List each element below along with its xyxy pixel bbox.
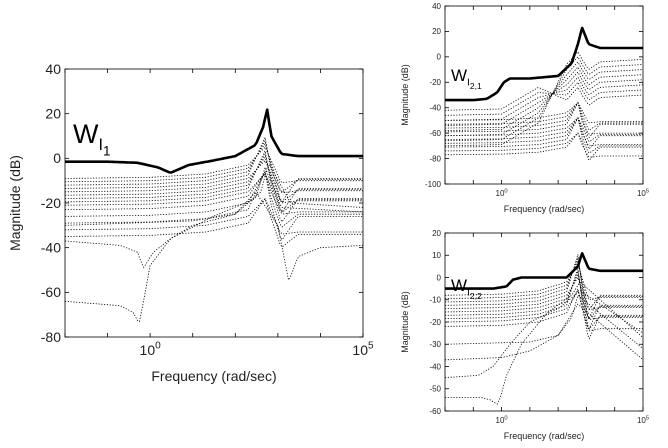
- chart-panel-top-right: 40 20 0 -20 -40 -60 -80 -100 100 105 Frequency (ra…: [400, 2, 649, 214]
- dotted-series-line: [445, 132, 643, 158]
- dotted-series-line: [65, 163, 363, 269]
- dotted-series-line: [445, 66, 643, 131]
- dotted-series-line: [445, 254, 643, 311]
- weight-bound-line: [445, 26, 643, 102]
- x-tick-label: 105: [637, 188, 649, 198]
- dotted-series-line: [65, 156, 363, 213]
- dotted-series-line: [445, 117, 643, 147]
- y-axis-label: Magnitude (dB): [7, 155, 23, 251]
- dotted-series-line: [445, 303, 643, 361]
- y-tick-label: -20: [429, 318, 441, 327]
- y-tick-label: 20: [432, 27, 441, 36]
- plot-frame: [64, 68, 364, 338]
- y-tick-label: -60: [41, 284, 61, 300]
- y-tick-label: 20: [432, 229, 441, 238]
- y-tick-label: 0: [53, 150, 61, 166]
- weight-label: WI1: [73, 119, 111, 159]
- x-tick-label: 100: [496, 415, 508, 425]
- dotted-series-line: [445, 51, 643, 147]
- y-tick-label: 10: [432, 251, 441, 260]
- dotted-series-line: [445, 259, 643, 310]
- y-axis-label: Magnitude (dB): [400, 291, 410, 353]
- dotted-series-line: [445, 101, 643, 139]
- dotted-series-line: [65, 143, 363, 193]
- y-tick-label: -60: [429, 129, 441, 138]
- dotted-series-line: [445, 116, 643, 154]
- dotted-series-line: [445, 117, 643, 150]
- dotted-series-line: [65, 171, 363, 215]
- x-tick-label: 105: [352, 341, 374, 358]
- weight-label: WI2,2: [451, 276, 482, 301]
- plot-frame: [444, 5, 644, 185]
- y-tick-label: -10: [429, 296, 441, 305]
- dotted-series-line: [65, 192, 363, 282]
- y-tick-label: -20: [429, 78, 441, 87]
- dotted-series-line: [65, 173, 363, 223]
- dotted-series-line: [65, 149, 363, 213]
- chart-panel-left: 40 20 0 -20 -40 -60 -80 100 105 Frequency (rad/se…: [7, 61, 374, 384]
- dotted-series-line: [445, 132, 643, 162]
- dotted-series-line: [445, 86, 643, 111]
- dotted-series-line: [65, 166, 363, 323]
- y-tick-label: 40: [45, 61, 61, 77]
- x-axis-label: Frequency (rad/sec): [151, 368, 276, 384]
- y-tick-label: -80: [429, 154, 441, 163]
- dotted-series-line: [65, 136, 363, 194]
- dotted-series-line: [445, 61, 643, 137]
- x-tick-label: 100: [140, 341, 162, 358]
- dotted-series-line: [445, 290, 643, 378]
- y-tick-label: -60: [429, 407, 441, 416]
- dotted-series-line: [65, 139, 363, 203]
- dotted-series-line: [65, 160, 363, 203]
- plot-frame: [444, 232, 644, 412]
- dotted-series-line: [445, 117, 643, 143]
- dotted-series-line: [445, 71, 643, 126]
- x-tick-label: 100: [496, 188, 508, 198]
- dotted-series-line: [445, 269, 643, 321]
- dotted-series-line: [445, 102, 643, 124]
- y-tick-label: -40: [429, 362, 441, 371]
- y-tick-label: -20: [41, 195, 61, 211]
- y-tick-label: 0: [437, 53, 442, 62]
- y-tick-label: -40: [41, 240, 61, 256]
- y-tick-label: 40: [432, 2, 441, 11]
- dotted-series-line: [65, 146, 363, 184]
- y-axis-label: Magnitude (dB): [400, 64, 410, 126]
- dotted-series-line: [445, 81, 643, 116]
- dotted-series-line: [445, 282, 643, 405]
- dotted-series-line: [65, 170, 363, 228]
- x-tick-label: 105: [637, 415, 649, 425]
- dotted-series-line: [65, 197, 363, 248]
- weight-bound-line: [445, 252, 643, 290]
- x-axis-label: Frequency (rad/sec): [504, 431, 585, 441]
- y-tick-label: -30: [429, 340, 441, 349]
- y-tick-label: 20: [45, 106, 61, 122]
- dotted-series-line: [445, 101, 643, 131]
- dotted-series-line: [445, 276, 643, 320]
- y-tick-label: -100: [425, 180, 442, 189]
- y-tick-label: -40: [429, 104, 441, 113]
- y-tick-label: 0: [437, 273, 442, 282]
- dotted-series-line: [65, 170, 363, 241]
- dotted-series-line: [65, 153, 363, 204]
- dotted-series-line: [445, 273, 643, 330]
- weight-bound-line: [65, 108, 363, 174]
- y-tick-label: -50: [429, 385, 441, 394]
- dotted-series-line: [445, 263, 643, 301]
- dotted-series-line: [445, 294, 643, 350]
- dotted-series-line: [445, 101, 643, 135]
- dotted-series-line: [65, 197, 363, 235]
- dotted-series-line: [445, 56, 643, 142]
- weight-label: WI2,1: [451, 66, 482, 91]
- y-tick-label: -80: [41, 329, 61, 345]
- x-axis-label: Frequency (rad/sec): [504, 204, 585, 214]
